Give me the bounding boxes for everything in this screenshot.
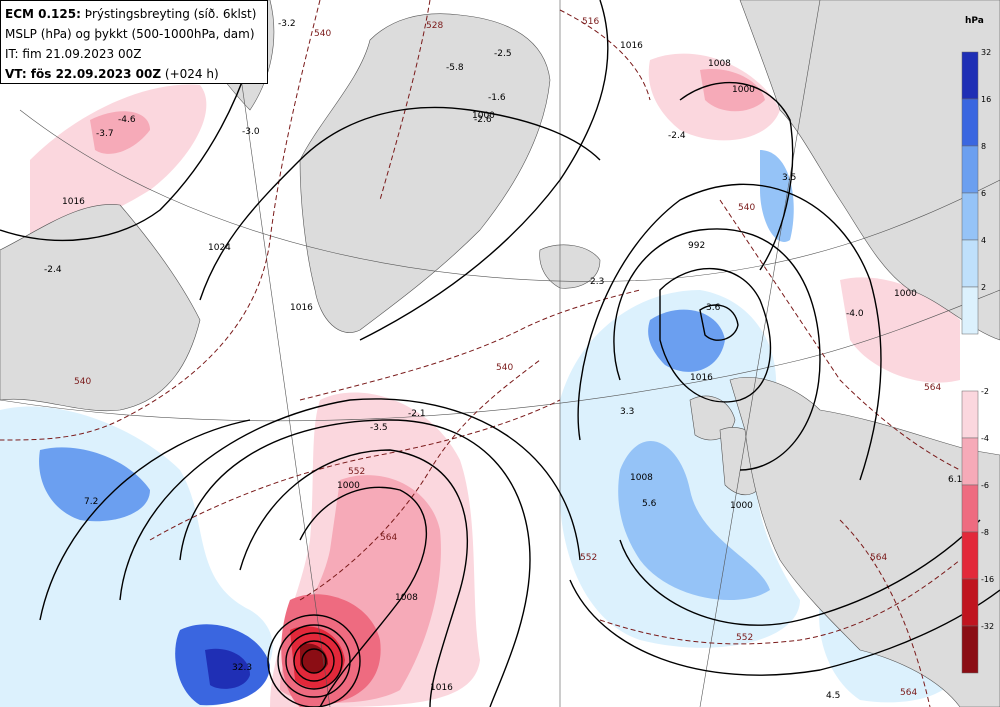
- isobar-label: 1016: [430, 683, 453, 693]
- valid-time-row: VT: fös 22.09.2023 00Z (+024 h): [5, 64, 263, 84]
- tendency-label: -2.4: [44, 265, 62, 275]
- tendency-label: 6.1: [948, 475, 962, 485]
- thickness-label: 564: [900, 688, 917, 698]
- tendency-label: -3.5: [370, 423, 388, 433]
- tendency-label: -2.1: [408, 409, 426, 419]
- isobar-label: 1008: [630, 473, 653, 483]
- map-title: Þrýstingsbreyting (síð. 6klst): [84, 7, 257, 21]
- isobar-label: 1008: [708, 59, 731, 69]
- tendency-label: -2.5: [494, 49, 512, 59]
- tendency-label: -2.6: [474, 115, 492, 125]
- thickness-label: 516: [582, 17, 599, 27]
- thickness-labels: 540 528 516 540 540 552 564 552 564 540 …: [74, 17, 941, 698]
- thickness-label: 564: [870, 553, 887, 563]
- legend-tick-label: -4: [981, 434, 989, 443]
- legend-swatch: [961, 484, 979, 533]
- tendency-label: 5.6: [642, 499, 657, 509]
- legend-swatch: [961, 192, 979, 241]
- map-info-panel: ECM 0.125: Þrýstingsbreyting (síð. 6klst…: [0, 0, 268, 84]
- legend-swatch: [961, 145, 979, 194]
- tendency-label: -4.6: [118, 115, 136, 125]
- legend-tick-label: -2: [981, 387, 989, 396]
- thickness-label: 540: [74, 377, 91, 387]
- legend-swatch: [961, 98, 979, 147]
- legend-swatch: [961, 239, 979, 288]
- legend-tick-label: 4: [981, 236, 987, 245]
- thickness-label: 540: [496, 363, 513, 373]
- tendency-labels: -3.2 -2.5 -5.8 -3.7 -4.6 -3.0 -2.4 -2.6 …: [44, 19, 962, 701]
- tendency-label: -5.8: [446, 63, 464, 73]
- legend-swatch: [961, 578, 979, 627]
- pressure-fall-shading: [30, 53, 960, 707]
- legend-swatch: [961, 286, 979, 335]
- tendency-label: -3.2: [278, 19, 296, 29]
- valid-time: VT: fös 22.09.2023 00Z: [5, 67, 162, 81]
- isobar-label: 1000: [337, 481, 360, 491]
- tendency-label: 4.5: [826, 691, 840, 701]
- isobar-label: 1000: [894, 289, 917, 299]
- thickness-label: 528: [426, 21, 443, 31]
- isobar-label: 1016: [62, 197, 85, 207]
- model-name: ECM 0.125:: [5, 7, 81, 21]
- tendency-label: 32.3: [232, 663, 252, 673]
- legend-tick-label: 16: [981, 95, 992, 104]
- tendency-label: 3.6: [706, 303, 721, 313]
- legend-tick-label: 2: [981, 283, 987, 292]
- thickness-label: 564: [380, 533, 397, 543]
- tendency-label: -3.0: [242, 127, 260, 137]
- tendency-label: 7.2: [84, 497, 98, 507]
- thickness-label: 564: [924, 383, 941, 393]
- legend-swatch: [961, 51, 979, 100]
- tendency-label: -4.0: [846, 309, 864, 319]
- isobar-label: 1016: [620, 41, 643, 51]
- thickness-contours: [0, 0, 961, 707]
- tendency-label: -1.6: [488, 93, 506, 103]
- initial-time: IT: fim 21.09.2023 00Z: [5, 47, 142, 61]
- isobar-label: 1000: [730, 501, 753, 511]
- isobar-label: 1024: [208, 243, 231, 253]
- thickness-label: 540: [738, 203, 755, 213]
- isobar-label: 1000: [472, 111, 495, 121]
- legend-tick-label: 8: [981, 142, 987, 151]
- legend-tick-label: -32: [981, 622, 995, 631]
- isobar-label: 1016: [690, 373, 713, 383]
- legend-swatch: [961, 625, 979, 674]
- thickness-label: 540: [314, 29, 331, 39]
- legend-tick-label: -8: [981, 528, 989, 537]
- tendency-label: 2.3: [590, 277, 604, 287]
- legend-swatch: [961, 437, 979, 486]
- title-row: ECM 0.125: Þrýstingsbreyting (síð. 6klst…: [5, 4, 263, 24]
- tendency-label: 3.5: [782, 173, 796, 183]
- legend-tick-label: 6: [981, 189, 987, 198]
- tendency-label: -3.7: [96, 129, 114, 139]
- forecast-offset: (+024 h): [164, 67, 219, 81]
- legend-unit-label: hPa: [965, 16, 984, 26]
- tendency-label: -2.4: [668, 131, 686, 141]
- legend-tick-label: -16: [981, 575, 995, 584]
- fields-description: MSLP (hPa) og þykkt (500-1000hPa, dam): [5, 27, 255, 41]
- thickness-label: 552: [736, 633, 753, 643]
- legend-tick-label: 32: [981, 48, 992, 57]
- isobar-label: 1008: [395, 593, 418, 603]
- isobar-label: 1000: [732, 85, 755, 95]
- legend-swatch: [961, 390, 979, 439]
- legend-colorbar-positive: [961, 51, 979, 335]
- legend-swatch: [961, 531, 979, 580]
- legend-tick-label: -6: [981, 481, 989, 490]
- tendency-label: 3.3: [620, 407, 634, 417]
- isobar-label: 992: [688, 241, 705, 251]
- isobar-label: 1016: [290, 303, 313, 313]
- legend-colorbar-negative: [961, 390, 979, 674]
- map-labels: 1016 1024 1016 1000 1008 1016 1008 1000 …: [62, 41, 917, 693]
- thickness-label: 552: [348, 467, 365, 477]
- thickness-label: 552: [580, 553, 597, 563]
